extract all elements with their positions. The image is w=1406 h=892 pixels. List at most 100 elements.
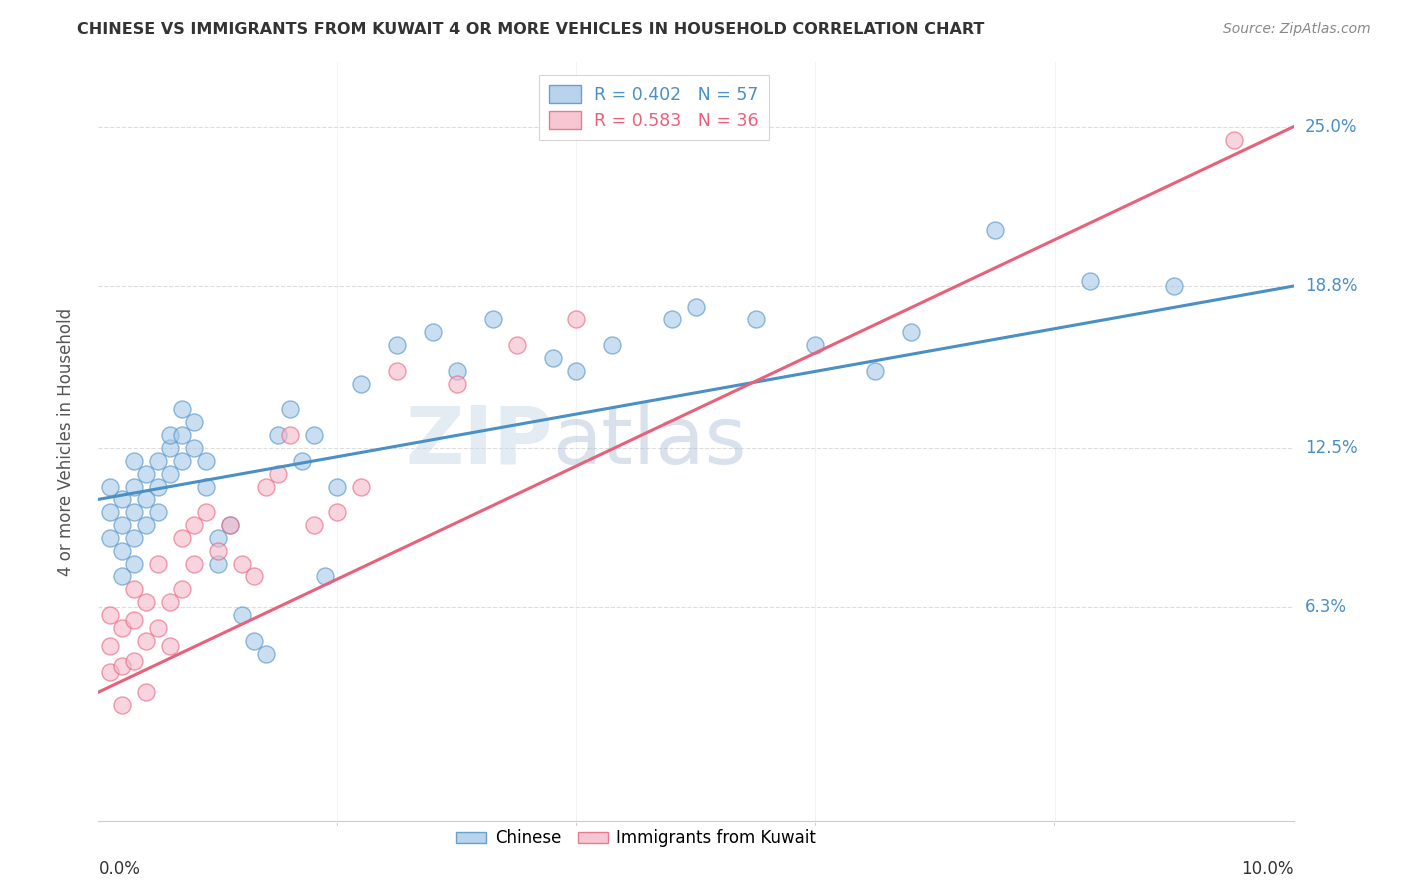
Point [385, 364, 409, 378]
Point [254, 479, 277, 493]
Point [98, 479, 122, 493]
Point [900, 326, 922, 340]
Point [565, 364, 588, 378]
Point [350, 376, 373, 391]
Point [159, 441, 181, 455]
Point [291, 454, 314, 468]
Point [135, 518, 157, 533]
Point [326, 479, 349, 493]
Point [124, 531, 146, 545]
Point [172, 582, 194, 597]
Point [243, 633, 266, 648]
Point [219, 518, 242, 533]
Point [172, 402, 194, 417]
Point [135, 467, 157, 481]
Point [565, 312, 588, 326]
Point [602, 338, 624, 352]
Text: 6.3%: 6.3% [1305, 599, 1347, 616]
Point [111, 569, 134, 583]
Point [148, 479, 170, 493]
Point [98, 531, 122, 545]
Point [183, 518, 205, 533]
Point [135, 685, 157, 699]
Text: atlas: atlas [553, 402, 747, 481]
Point [446, 376, 468, 391]
Point [422, 326, 444, 340]
Point [98, 505, 122, 519]
Text: 18.8%: 18.8% [1305, 277, 1357, 295]
Point [1223, 132, 1246, 146]
Point [207, 543, 229, 558]
Point [207, 557, 229, 571]
Point [195, 454, 218, 468]
Point [159, 595, 181, 609]
Point [124, 505, 146, 519]
Point [111, 659, 134, 673]
Point [124, 613, 146, 627]
Legend: Chinese, Immigrants from Kuwait: Chinese, Immigrants from Kuwait [450, 822, 823, 854]
Point [661, 312, 683, 326]
Point [385, 338, 409, 352]
Text: Source: ZipAtlas.com: Source: ZipAtlas.com [1223, 22, 1371, 37]
Text: 12.5%: 12.5% [1305, 439, 1357, 457]
Point [278, 402, 301, 417]
Point [135, 595, 157, 609]
Point [148, 621, 170, 635]
Text: 25.0%: 25.0% [1305, 118, 1357, 136]
Point [98, 665, 122, 679]
Point [302, 518, 325, 533]
Point [148, 557, 170, 571]
Point [183, 557, 205, 571]
Point [254, 647, 277, 661]
Point [231, 557, 253, 571]
Point [159, 428, 181, 442]
Point [685, 300, 707, 314]
Point [111, 621, 134, 635]
Point [172, 454, 194, 468]
Point [159, 639, 181, 653]
Point [446, 364, 468, 378]
Text: 10.0%: 10.0% [1241, 860, 1294, 878]
Point [984, 222, 1007, 236]
Point [326, 505, 349, 519]
Point [124, 654, 146, 668]
Text: 0.0%: 0.0% [98, 860, 141, 878]
Point [124, 557, 146, 571]
Point [172, 428, 194, 442]
Text: CHINESE VS IMMIGRANTS FROM KUWAIT 4 OR MORE VEHICLES IN HOUSEHOLD CORRELATION CH: CHINESE VS IMMIGRANTS FROM KUWAIT 4 OR M… [77, 22, 984, 37]
Point [124, 454, 146, 468]
Point [482, 312, 505, 326]
Point [111, 518, 134, 533]
Point [148, 454, 170, 468]
Point [135, 633, 157, 648]
Y-axis label: 4 or more Vehicles in Household: 4 or more Vehicles in Household [56, 308, 75, 575]
Point [183, 415, 205, 429]
Point [98, 639, 122, 653]
Point [148, 505, 170, 519]
Point [267, 428, 290, 442]
Point [1080, 274, 1102, 288]
Point [745, 312, 768, 326]
Point [111, 492, 134, 507]
Point [111, 698, 134, 712]
Point [541, 351, 564, 365]
Point [315, 569, 337, 583]
Point [865, 364, 887, 378]
Point [207, 531, 229, 545]
Point [135, 492, 157, 507]
Point [195, 505, 218, 519]
Point [159, 467, 181, 481]
Point [804, 338, 827, 352]
Point [302, 428, 325, 442]
Point [267, 467, 290, 481]
Point [231, 607, 253, 622]
Point [98, 607, 122, 622]
Point [124, 479, 146, 493]
Point [219, 518, 242, 533]
Point [278, 428, 301, 442]
Point [506, 338, 529, 352]
Text: ZIP: ZIP [405, 402, 553, 481]
Point [1163, 279, 1185, 293]
Point [350, 479, 373, 493]
Point [111, 543, 134, 558]
